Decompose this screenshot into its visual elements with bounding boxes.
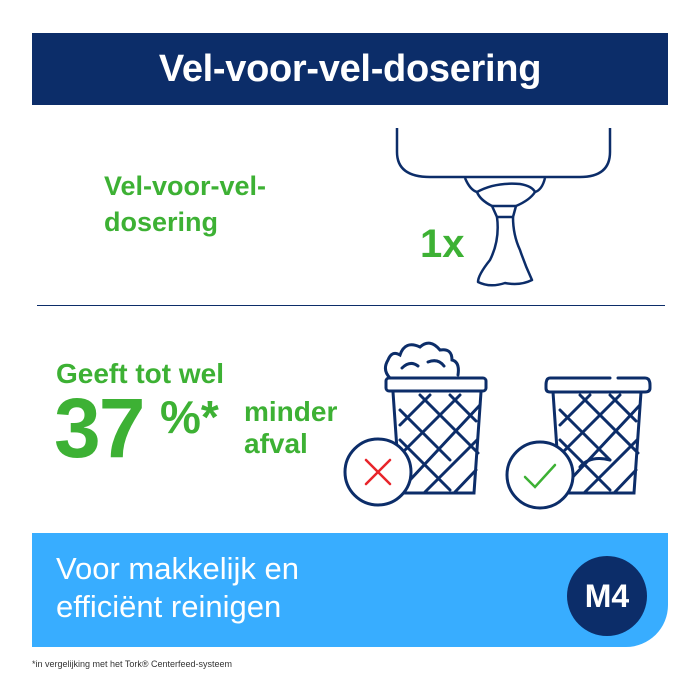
empty-bin-check-icon xyxy=(505,376,652,510)
label-line-1: Vel-voor-vel- xyxy=(104,171,267,201)
title-banner: Vel-voor-vel-dosering xyxy=(32,33,668,105)
page-title: Vel-voor-vel-dosering xyxy=(158,47,542,90)
percent-value: 37 xyxy=(54,381,145,475)
full-bin-cross-icon xyxy=(343,341,488,507)
waste-claim-intro: Geeft tot wel xyxy=(56,358,225,389)
footnote: *in vergelijking met het Tork® Centerfee… xyxy=(32,659,233,669)
afval-text: afval xyxy=(244,428,308,459)
benefit-banner xyxy=(32,533,668,647)
benefit-line-2: efficiënt reinigen xyxy=(56,589,282,624)
m4-badge: M4 xyxy=(567,556,647,636)
label-line-2: dosering xyxy=(104,207,219,237)
percent-sign: %* xyxy=(160,391,219,443)
waste-claim-suffix: minder afval xyxy=(244,396,337,460)
benefit-text: Voor makkelijk en efficiënt reinigen xyxy=(56,550,299,626)
minder-text: minder xyxy=(244,396,338,427)
dispensing-label: Vel-voor-vel- dosering xyxy=(104,168,266,240)
dispenser-icon xyxy=(395,128,612,287)
divider xyxy=(37,305,665,306)
benefit-line-1: Voor makkelijk en xyxy=(56,551,299,586)
sheet-count: 1x xyxy=(420,222,465,266)
